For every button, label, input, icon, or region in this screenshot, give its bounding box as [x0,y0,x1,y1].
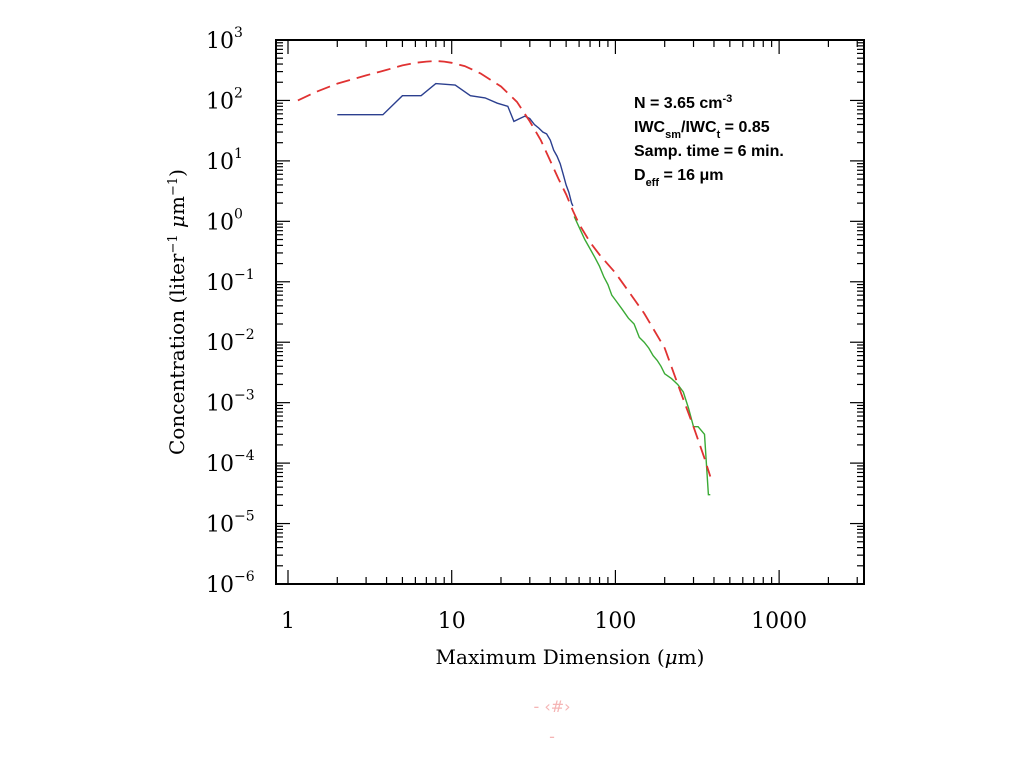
footer-dash: - [549,727,555,746]
x-tick-label: 100 [594,609,636,634]
series-line-1 [337,82,574,207]
major-ticks [276,40,864,585]
y-tick-label: 101 [206,146,243,175]
y-tick-labels: 103 102 101 100 10−1 10−2 10−3 10−4 10−5 10−6 [206,25,255,598]
series-line-3 [297,60,712,477]
y-tick-label: 10−3 [206,388,255,417]
x-axis-title: Maximum Dimension (μm) [436,645,705,669]
y-tick-label: 100 [206,206,243,235]
y-tick-label: 10−1 [206,267,255,296]
y-tick-label: 10−2 [206,327,255,356]
y-tick-label: 10−4 [206,448,255,477]
annotation-line-3: Samp. time = 6 min. [634,143,784,160]
minor-ticks [276,40,864,584]
y-tick-label: 10−5 [206,509,255,538]
x-tick-label: 1000 [751,609,807,634]
x-tick-label: 1 [281,609,295,634]
annotation-line-4: Deff = 16 μm [634,167,724,189]
y-axis-title: Concentration (liter−1 μm−1) [165,169,189,455]
annotation-block: N = 3.65 cm-3 IWCsm/IWCt = 0.85 Samp. time… [634,93,784,189]
x-tick-label: 10 [438,609,466,634]
footer-slide-number: - ‹#› [533,697,570,716]
y-tick-label: 102 [206,85,243,114]
annotation-line-2: IWCsm/IWCt = 0.85 [634,119,770,141]
plot-frame [275,39,865,585]
y-tick-label: 10−6 [206,569,255,598]
y-tick-label: 103 [206,25,243,54]
series-line-2 [573,216,711,496]
series-layer [297,60,712,496]
annotation-line-1: N = 3.65 cm-3 [634,93,732,112]
x-tick-labels: 1 10 100 1000 [281,609,807,634]
